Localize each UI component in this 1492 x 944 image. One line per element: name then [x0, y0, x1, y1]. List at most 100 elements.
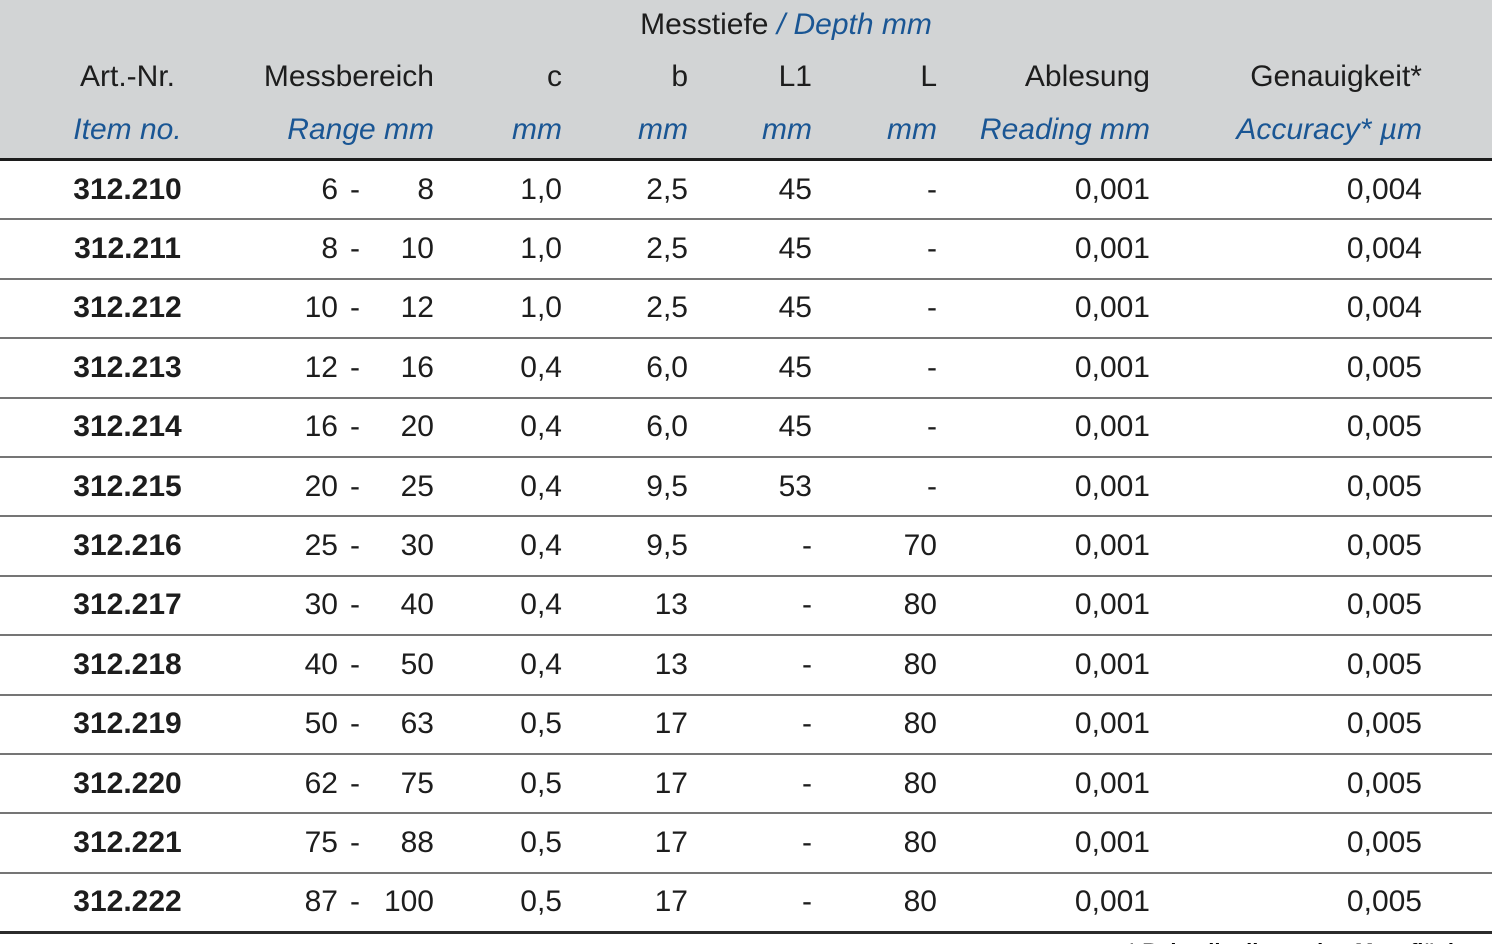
cell-l1: - — [700, 812, 825, 873]
cell-c: 0,4 — [450, 634, 575, 695]
range-min: 50 — [304, 707, 338, 741]
cell-l: 80 — [825, 871, 950, 935]
col-header-art-de: Art.-Nr. — [80, 60, 175, 93]
cell-accuracy: 0,005 — [1160, 693, 1492, 754]
cell-item-no: 312.215 — [0, 455, 220, 517]
cell-c: 0,5 — [450, 812, 575, 873]
cell-l1: - — [700, 693, 825, 754]
cell-item-no: 312.212 — [0, 277, 220, 339]
cell-item-no: 312.213 — [0, 337, 220, 398]
range-max: 100 — [383, 885, 434, 919]
cell-l: 70 — [825, 515, 950, 576]
range-min: 30 — [304, 588, 338, 622]
cell-range: 8- 10 — [220, 218, 450, 279]
cell-reading: 0,001 — [950, 396, 1160, 457]
col-header-range-en: Range mm — [220, 102, 450, 161]
cell-item-no: 312.218 — [0, 634, 220, 695]
col-header-l-en: mm — [825, 102, 950, 161]
col-header-range-de: Messbereich — [263, 60, 434, 93]
range-min: 25 — [304, 529, 338, 563]
cell-l1: - — [700, 574, 825, 636]
cell-b: 17 — [575, 871, 700, 935]
cell-accuracy: 0,005 — [1160, 871, 1492, 935]
cell-l1: - — [700, 752, 825, 814]
col-header-accuracy-de: Genauigkeit* — [1250, 60, 1422, 93]
col-header-art-en: Item no. — [0, 102, 220, 161]
cell-c: 0,5 — [450, 871, 575, 935]
cell-l1: - — [700, 515, 825, 576]
table-row: 312.217 30-40 0,4 13 - 80 0,001 0,005 — [0, 574, 1492, 636]
cell-range: 6- 8 — [220, 159, 450, 220]
col-header-reading-en: Reading mm — [950, 102, 1160, 161]
cell-l1: - — [700, 871, 825, 935]
cell-accuracy: 0,005 — [1160, 337, 1492, 398]
cell-b: 2,5 — [575, 218, 700, 279]
range-separator: - — [350, 529, 360, 563]
col-header-b-en: mm — [575, 102, 700, 161]
cell-b: 13 — [575, 574, 700, 636]
cell-l: - — [825, 337, 950, 398]
range-separator: - — [350, 410, 360, 444]
cell-l1: 45 — [700, 396, 825, 457]
cell-accuracy: 0,004 — [1160, 218, 1492, 279]
cell-b: 17 — [575, 693, 700, 754]
range-max: 12 — [400, 291, 434, 325]
range-max: 30 — [400, 529, 434, 563]
range-min: 16 — [304, 410, 338, 444]
cell-reading: 0,001 — [950, 515, 1160, 576]
cell-item-no: 312.219 — [0, 693, 220, 754]
cell-item-no: 312.210 — [0, 159, 220, 220]
range-max: 10 — [400, 232, 434, 266]
table-body: 312.210 6-8 1,0 2,5 45 - 0,001 0,004 312… — [0, 159, 1492, 935]
range-separator: - — [350, 707, 360, 741]
cell-accuracy: 0,005 — [1160, 634, 1492, 695]
range-max: 16 — [400, 350, 434, 384]
cell-reading: 0,001 — [950, 574, 1160, 636]
range-min: 87 — [304, 885, 338, 919]
cell-l: - — [825, 218, 950, 279]
cell-l1: 45 — [700, 159, 825, 220]
table-row: 312.220 62-75 0,5 17 - 80 0,001 0,005 — [0, 752, 1492, 814]
range-max: 63 — [400, 707, 434, 741]
range-min: 75 — [304, 825, 338, 859]
range-separator: - — [350, 232, 360, 266]
range-max: 20 — [400, 410, 434, 444]
range-min: 62 — [304, 766, 338, 800]
cell-item-no: 312.216 — [0, 515, 220, 576]
cell-c: 0,5 — [450, 693, 575, 754]
cell-range: 50- 63 — [220, 693, 450, 754]
cell-b: 17 — [575, 752, 700, 814]
range-separator: - — [350, 885, 360, 919]
cell-reading: 0,001 — [950, 634, 1160, 695]
cell-b: 6,0 — [575, 396, 700, 457]
cell-b: 2,5 — [575, 159, 700, 220]
span-header-row: Messtiefe / Depth mm — [0, 0, 1492, 52]
cell-reading: 0,001 — [950, 218, 1160, 279]
cell-reading: 0,001 — [950, 277, 1160, 339]
cell-l1: 45 — [700, 218, 825, 279]
cell-item-no: 312.211 — [0, 218, 220, 279]
table-row: 312.212 10-12 1,0 2,5 45 - 0,001 0,004 — [0, 277, 1492, 339]
cell-l1: - — [700, 634, 825, 695]
cell-l: - — [825, 277, 950, 339]
col-header-l1-en: mm — [700, 102, 825, 161]
cell-reading: 0,001 — [950, 752, 1160, 814]
cell-c: 0,4 — [450, 574, 575, 636]
cell-accuracy: 0,005 — [1160, 752, 1492, 814]
cell-item-no: 312.217 — [0, 574, 220, 636]
range-separator: - — [350, 588, 360, 622]
depth-span-header: Messtiefe / Depth mm — [640, 10, 932, 40]
cell-l: 80 — [825, 752, 950, 814]
col-header-accuracy-en: Accuracy* µm — [1160, 102, 1492, 161]
cell-b: 9,5 — [575, 515, 700, 576]
cell-accuracy: 0,005 — [1160, 812, 1492, 873]
cell-b: 2,5 — [575, 277, 700, 339]
table-row: 312.214 16-20 0,4 6,0 45 - 0,001 0,005 — [0, 396, 1492, 457]
table-header: Messtiefe / Depth mm Art.-Nr. Messbereic… — [0, 0, 1492, 161]
header-row-english: Item no. Range mm mm mm mm mm Reading mm… — [0, 102, 1492, 161]
cell-c: 0,4 — [450, 515, 575, 576]
table-row: 312.218 40-50 0,4 13 - 80 0,001 0,005 — [0, 634, 1492, 695]
range-min: 6 — [321, 172, 338, 206]
col-header-c-en: mm — [450, 102, 575, 161]
cell-b: 9,5 — [575, 455, 700, 517]
